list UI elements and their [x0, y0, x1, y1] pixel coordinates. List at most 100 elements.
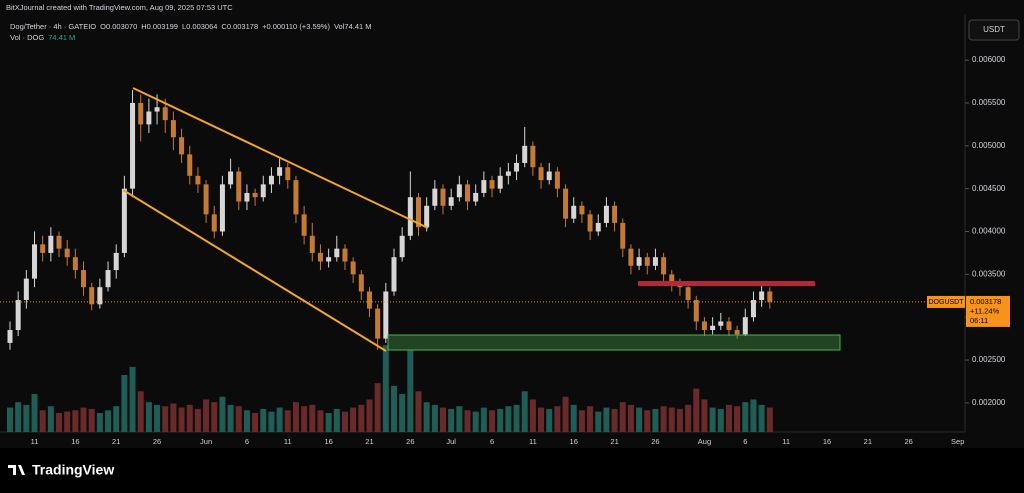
candle-body	[432, 188, 438, 206]
volume-bar	[235, 406, 242, 432]
volume-bar	[88, 408, 95, 432]
change: +0.000110 (+3.59%)	[262, 22, 330, 31]
volume-bar	[636, 407, 643, 432]
candle-body	[448, 197, 454, 206]
volume-bar	[31, 394, 38, 432]
y-tick-label: 0.002000	[972, 398, 1006, 407]
volume-bar	[578, 410, 585, 432]
volume-layer	[7, 345, 773, 432]
volume-bar	[676, 408, 683, 432]
x-tick-label: 16	[823, 437, 831, 446]
x-tick-label: Aug	[698, 437, 711, 446]
candle-body	[326, 257, 332, 262]
candle-body	[456, 184, 462, 198]
candle-body	[579, 205, 585, 215]
volume-bar	[415, 391, 422, 432]
candle-body	[669, 274, 675, 283]
candle-body	[465, 184, 471, 202]
candle-body	[603, 205, 609, 223]
volume-bar	[603, 407, 610, 432]
x-tick-label: 21	[864, 437, 872, 446]
volume-bar	[309, 404, 316, 432]
candle-body	[317, 252, 323, 262]
x-tick-label: 16	[71, 437, 79, 446]
volume-bar	[374, 383, 381, 432]
candle-body	[15, 300, 21, 331]
volume-pane-label: Vol · DOG	[10, 33, 44, 42]
volume-bar	[668, 407, 675, 432]
candle-body	[546, 171, 552, 181]
volume-bar	[538, 407, 545, 432]
volume-bar	[652, 408, 659, 432]
x-tick-label: 26	[153, 437, 161, 446]
candle-body	[750, 300, 756, 318]
candle-body	[89, 287, 95, 305]
candle-body	[350, 261, 356, 275]
candle-body	[48, 235, 54, 253]
volume-bar	[47, 406, 54, 432]
volume-bar	[260, 408, 267, 432]
volume-bar	[423, 402, 430, 432]
volume-bar	[554, 406, 561, 432]
price-tag-change: +11.24%	[970, 306, 1000, 315]
volume-bar	[448, 408, 455, 432]
candle-body	[685, 287, 691, 301]
y-tick-label: 0.003500	[972, 269, 1006, 278]
y-tick-label: 0.004500	[972, 184, 1006, 193]
volume-bar	[341, 411, 348, 432]
price-tag	[966, 295, 1010, 327]
volume-bar	[717, 408, 724, 432]
volume-bar	[570, 404, 577, 432]
candle-body	[734, 330, 740, 335]
volume-bar	[750, 399, 757, 432]
symbol-tag-label: DOGUSDT	[929, 299, 965, 306]
volume-bar	[7, 407, 13, 432]
candle-body	[391, 257, 397, 292]
volume-bar	[154, 404, 161, 432]
currency-button[interactable]	[968, 19, 1020, 41]
candle-body	[293, 180, 299, 215]
x-tick-label: 11	[529, 437, 537, 446]
channel-lower	[122, 189, 387, 352]
candle-body	[399, 235, 405, 258]
x-tick-label: 6	[245, 437, 249, 446]
volume-bar	[382, 345, 389, 432]
volume-bar	[72, 410, 79, 432]
volume-bar	[562, 396, 569, 432]
candle-body	[105, 270, 111, 288]
x-tick-label: 16	[324, 437, 332, 446]
candle-body	[554, 171, 560, 189]
logo	[8, 465, 25, 475]
candle-body	[530, 145, 536, 168]
candle-body	[334, 248, 340, 258]
volume-bar	[513, 404, 520, 432]
candle-body	[7, 330, 13, 343]
currency-label[interactable]: USDT	[983, 25, 1005, 34]
volume-bar	[472, 411, 479, 432]
volume-bar	[203, 399, 210, 432]
candle-body	[64, 248, 70, 258]
volume-bar	[766, 407, 773, 432]
volume-bar	[497, 408, 504, 432]
volume-bar	[268, 411, 275, 432]
candle-body	[23, 278, 29, 301]
volume-bar	[734, 406, 741, 432]
volume-bar	[96, 413, 103, 432]
candle-body	[440, 188, 446, 206]
x-tick-label: 6	[490, 437, 494, 446]
volume-bar	[284, 410, 291, 432]
volume-bar	[693, 388, 700, 432]
volume-bar	[301, 406, 308, 432]
candle-body	[563, 188, 569, 219]
candle-body	[628, 248, 634, 266]
candle-body	[121, 188, 127, 253]
logo-icon	[8, 465, 25, 475]
candle-body	[195, 175, 201, 185]
x-tick-label: 16	[570, 437, 578, 446]
channel-upper	[132, 87, 429, 229]
volume-bar	[350, 407, 357, 432]
volume-bar	[390, 385, 397, 432]
candle-body	[473, 192, 479, 202]
candle-body	[636, 257, 642, 266]
